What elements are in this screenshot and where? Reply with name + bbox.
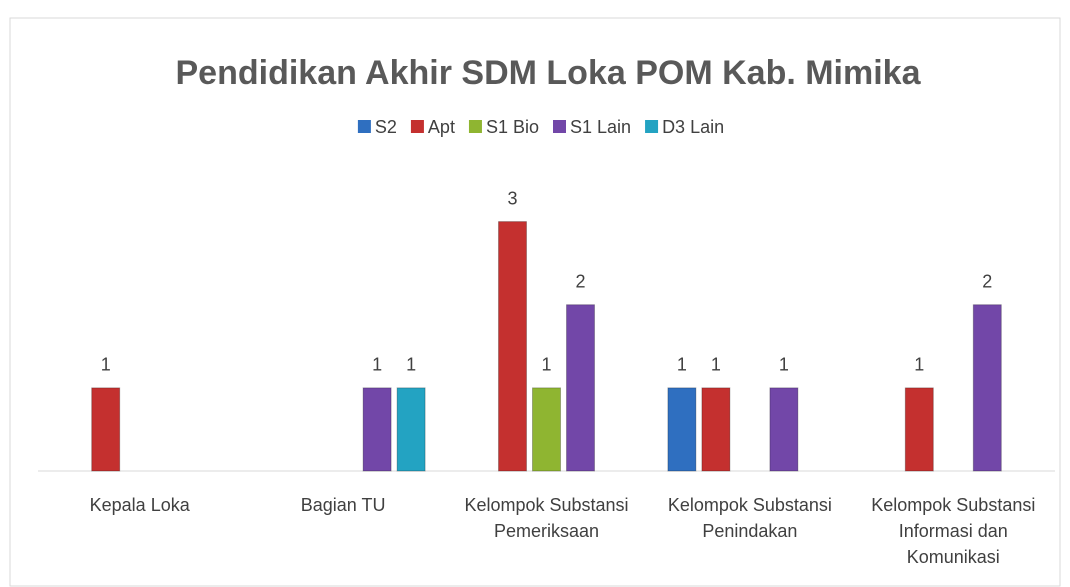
bar	[363, 388, 391, 471]
bar	[397, 388, 425, 471]
bar	[668, 388, 696, 471]
data-label: 1	[372, 355, 382, 375]
chart-title: Pendidikan Akhir SDM Loka POM Kab. Mimik…	[176, 54, 922, 92]
data-label: 1	[541, 355, 551, 375]
legend-swatch	[553, 120, 566, 133]
legend-label: Apt	[428, 117, 455, 137]
bar	[533, 388, 561, 471]
legend-swatch	[469, 120, 482, 133]
bar	[702, 388, 730, 471]
data-label: 3	[507, 188, 517, 208]
data-label: 1	[779, 355, 789, 375]
x-tick-label: Kelompok Substansi Pemeriksaan	[447, 492, 647, 544]
data-label: 1	[406, 355, 416, 375]
data-label: 1	[101, 355, 111, 375]
bar	[567, 305, 595, 471]
bar	[770, 388, 798, 471]
bar	[499, 222, 527, 471]
data-label: 1	[677, 355, 687, 375]
data-label: 1	[914, 355, 924, 375]
data-label: 2	[575, 271, 585, 291]
data-label: 2	[982, 271, 992, 291]
bar	[905, 388, 933, 471]
bar	[973, 305, 1001, 471]
page: Pendidikan Akhir SDM Loka POM Kab. Mimik…	[0, 0, 1070, 587]
x-tick-label: Kelompok Substansi Informasi dan Komunik…	[853, 492, 1053, 570]
x-tick-label: Kelompok Substansi Penindakan	[650, 492, 850, 544]
x-tick-label: Bagian TU	[243, 492, 443, 518]
bar	[92, 388, 120, 471]
legend-label: S1 Bio	[486, 117, 539, 137]
legend-swatch	[645, 120, 658, 133]
legend-swatch	[411, 120, 424, 133]
data-label: 1	[711, 355, 721, 375]
legend-label: D3 Lain	[662, 117, 724, 137]
legend-swatch	[358, 120, 371, 133]
legend-label: S1 Lain	[570, 117, 631, 137]
x-tick-label: Kepala Loka	[40, 492, 240, 518]
legend-label: S2	[375, 117, 397, 137]
